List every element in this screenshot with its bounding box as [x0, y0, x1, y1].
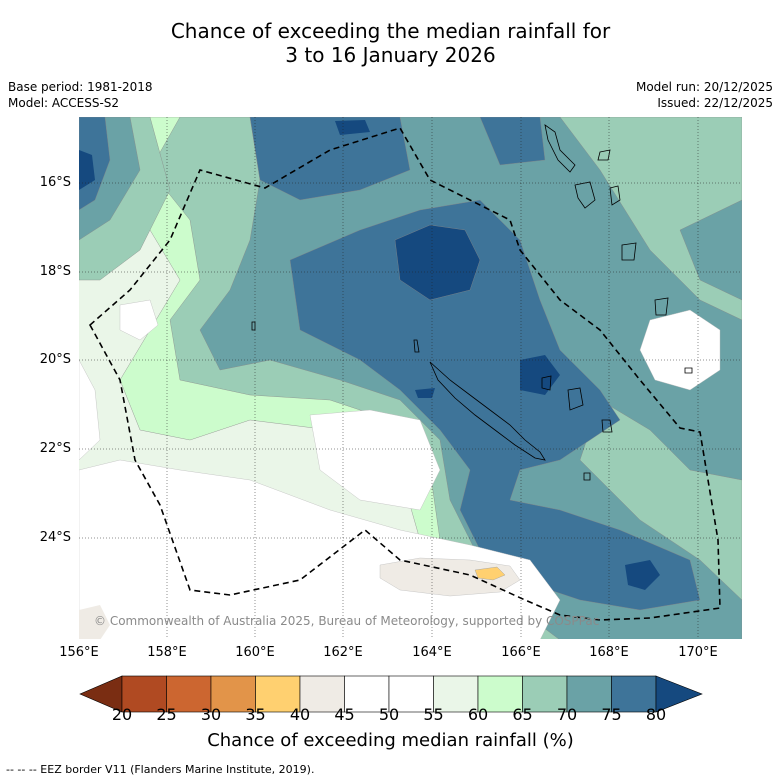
- colorbar-tick: 30: [200, 705, 222, 724]
- lon-label-158e: 158°E: [147, 645, 187, 660]
- colorbar-bin-40-45: [299, 675, 345, 713]
- colorbar-tick: 75: [601, 705, 622, 724]
- colorbar-tick: 55: [423, 705, 444, 724]
- lon-label-170e: 170°E: [678, 645, 718, 660]
- gridlines: [79, 117, 742, 639]
- lat-label-18s: 18°S: [39, 264, 71, 279]
- eez-footnote: -- -- -- EEZ border V11 (Flanders Marine…: [6, 763, 315, 776]
- lat-label-24s: 24°S: [39, 530, 71, 545]
- region-45-50: [379, 557, 521, 597]
- colorbar-bin-25-30: [166, 675, 212, 713]
- region-75-80: [289, 199, 701, 611]
- colorbar: [79, 675, 703, 713]
- map-title-line1: Chance of exceeding the median rainfall …: [170, 19, 611, 43]
- colorbar-title: Chance of exceeding median rainfall (%): [207, 730, 574, 751]
- coastlines: [251, 124, 693, 481]
- lon-label-166e: 166°E: [501, 645, 541, 660]
- colorbar-tick: 35: [245, 705, 266, 724]
- base-period: Base period: 1981-2018: [8, 80, 153, 94]
- lon-label-164e: 164°E: [412, 645, 452, 660]
- colorbar-bin-45-50: [344, 675, 390, 713]
- map-title-line2: 3 to 16 January 2026: [285, 43, 496, 67]
- colorbar-tick: 50: [378, 705, 400, 724]
- colorbar-bin-75-80: [611, 675, 657, 713]
- region-above-80: [394, 224, 481, 301]
- colorbar-tick: 65: [512, 705, 533, 724]
- colorbar-bin-20-25: [121, 675, 167, 713]
- lon-label-162e: 162°E: [323, 645, 363, 660]
- region-35-40: [474, 566, 506, 581]
- copyright-notice: © Commonwealth of Australia 2025, Bureau…: [94, 614, 600, 628]
- lon-label-160e: 160°E: [235, 645, 275, 660]
- lat-label-22s: 22°S: [39, 441, 71, 456]
- colorbar-high-arrow: [655, 675, 703, 713]
- colorbar-tick: 40: [289, 705, 311, 724]
- colorbar-bin-70-75: [566, 675, 612, 713]
- colorbar-tick: 20: [111, 705, 133, 724]
- lon-label-156e: 156°E: [59, 645, 99, 660]
- lon-label-168e: 168°E: [589, 645, 629, 660]
- lat-label-16s: 16°S: [39, 175, 71, 190]
- model-run: Model run: 20/12/2025: [635, 80, 773, 94]
- meta-right: Model run: 20/12/2025 Issued: 22/12/2025: [636, 79, 773, 111]
- issued-date: Issued: 22/12/2025: [657, 96, 773, 110]
- meta-left: Base period: 1981-2018 Model: ACCESS-S2: [8, 79, 153, 111]
- colorbar-tick: 25: [156, 705, 177, 724]
- colorbar-tick: 60: [467, 705, 489, 724]
- model-name: Model: ACCESS-S2: [8, 96, 120, 110]
- lat-label-20s: 20°S: [39, 352, 71, 367]
- colorbar-tick: 45: [334, 705, 355, 724]
- colorbar-bin-60-65: [477, 675, 523, 713]
- rainfall-map: [79, 117, 742, 639]
- colorbar-tick: 80: [645, 705, 667, 724]
- colorbar-tick: 70: [556, 705, 578, 724]
